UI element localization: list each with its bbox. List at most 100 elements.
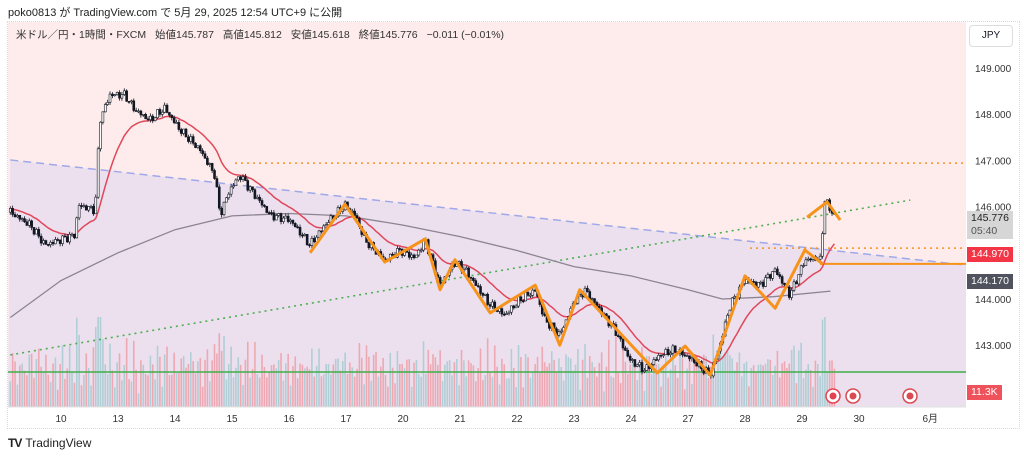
volume-bar [325,363,327,407]
candle [32,227,36,235]
volume-bar [596,376,598,407]
candle [220,207,223,216]
volume-bar [572,370,574,407]
volume-bar [465,376,468,407]
candle [780,276,784,284]
volume-bar [26,375,28,407]
candle [113,94,117,96]
volume-bar [358,343,361,407]
chart-legend: 米ドル／円・1時間・FXCM 始値145.787 高値145.812 安値145… [16,27,510,42]
volume-bar [833,368,836,407]
volume-bar [812,386,814,407]
candle [776,268,779,275]
candle [84,205,88,211]
volume-bar [192,361,194,407]
currency-button[interactable]: JPY [969,25,1013,47]
candle [771,271,774,279]
volume-bar [634,361,636,407]
volume-bar [132,340,135,407]
volume-bar [235,367,237,407]
volume-bar [503,364,506,407]
volume-bar [467,360,470,407]
candle [267,212,271,214]
volume-bar [496,366,498,407]
candle [671,345,675,354]
volume-bar [18,365,21,407]
volume-bar [508,378,510,407]
volume-bar [610,376,612,407]
candle [20,218,24,220]
candle [783,282,786,286]
candle [172,117,176,123]
candle [115,92,119,95]
candle [13,214,17,218]
volume-bar [59,364,61,407]
candle [526,292,530,296]
candle [246,180,250,191]
volume-bar [477,368,479,407]
candle [301,234,304,237]
volume-bar [417,373,420,407]
candle [213,170,216,179]
volume-bar [717,359,719,407]
time-axis-label: 14 [169,414,181,425]
candle [248,186,252,191]
candle [605,313,608,317]
volume-bar [586,377,589,407]
candle [101,111,105,123]
volume-bar [147,375,149,407]
volume-bar [584,344,586,407]
candle [787,286,791,298]
volume-bar [759,364,762,407]
volume-bar [30,353,33,407]
volume-bar [745,361,748,407]
candle [184,128,188,138]
candle [695,362,698,367]
candle [118,92,121,99]
volume-bar [137,393,140,407]
candle [669,352,672,356]
volume-bar [90,385,92,407]
volume-bar [156,345,159,407]
volume-bar [631,363,634,407]
volume-bar [705,356,707,407]
volume-bar [377,376,380,407]
candle [529,294,532,297]
volume-bar [493,345,496,407]
volume-bar [788,363,791,407]
volume-bar [569,358,572,407]
volume-bar [807,364,810,407]
volume-bar [33,377,35,407]
time-axis-label: 22 [511,414,523,425]
candle [263,204,266,207]
candle [44,240,48,245]
volume-bar [536,356,539,407]
candle [68,234,71,243]
volume-bar [816,364,819,407]
volume-bar [539,372,541,407]
volume-bar [66,368,69,407]
volume-bar [805,369,807,407]
event-dot [849,392,857,400]
volume-bar [254,342,256,407]
volume-bar [710,366,712,407]
volume-bar [180,358,183,407]
volume-bar [99,317,102,407]
tradingview-logo[interactable]: TV TradingView [8,436,91,450]
candle [51,241,55,245]
volume-bar [755,372,757,407]
volume-bar [322,374,325,407]
volume-tag: 11.3K [967,385,1002,400]
candle [120,94,124,99]
candle [505,313,508,315]
volume-bar [273,364,275,407]
volume-bar [681,358,684,407]
volume-bar [299,363,301,407]
volume-bar [401,363,403,407]
volume-bar [731,358,734,407]
candle [198,145,202,151]
candle [234,179,238,186]
volume-bar [425,373,427,407]
last-price-tag: 145.776 05:40 [967,211,1013,239]
